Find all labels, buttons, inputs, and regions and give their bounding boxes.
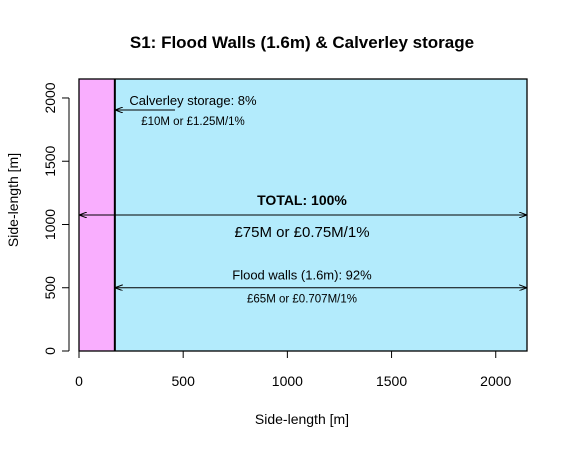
- x-tick-label: 1500: [376, 373, 407, 389]
- y-tick-label: 0: [42, 347, 58, 355]
- y-axis: 0 500 1000 1500 2000: [42, 82, 70, 355]
- annotations: Calverley storage: 8% £10M or £1.25M/1% TO…: [79, 93, 527, 306]
- x-tick-label: 1000: [272, 373, 303, 389]
- x-tick-label: 500: [172, 373, 196, 389]
- plot-frame: [78, 78, 528, 352]
- x-tick-label: 0: [75, 373, 83, 389]
- flood-walls-cost-label: £65M or £0.707M/1%: [247, 294, 357, 306]
- x-tick-label: 2000: [480, 373, 511, 389]
- y-tick-label: 2000: [42, 82, 58, 113]
- calverley-label: Calverley storage: 8%: [129, 93, 257, 108]
- chart-title: S1: Flood Walls (1.6m) & Calverley stora…: [130, 33, 474, 52]
- total-label: TOTAL: 100%: [257, 192, 347, 208]
- x-axis: 0 500 1000 1500 2000: [75, 351, 512, 389]
- flood-walls-label: Flood walls (1.6m): 92%: [232, 268, 372, 283]
- total-cost-label: £75M or £0.75M/1%: [234, 224, 369, 241]
- y-tick-label: 500: [42, 276, 58, 300]
- y-axis-label: Side-length [m]: [5, 153, 21, 247]
- x-axis-label: Side-length [m]: [255, 411, 349, 427]
- y-tick-label: 1000: [42, 209, 58, 240]
- y-tick-label: 1500: [42, 145, 58, 176]
- calverley-cost-label: £10M or £1.25M/1%: [141, 116, 245, 128]
